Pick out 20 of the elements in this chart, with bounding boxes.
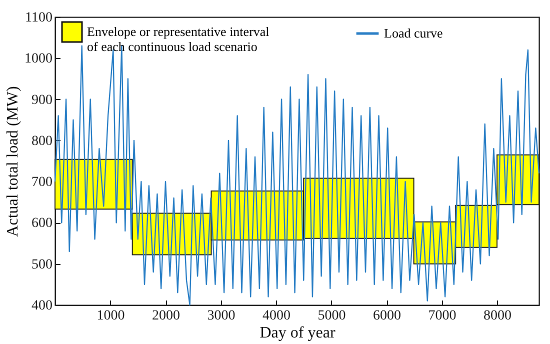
x-axis-title: Day of year [260, 324, 336, 342]
legend-label: Load curve [384, 26, 444, 40]
x-tick-label: 3000 [207, 308, 236, 324]
y-tick-label: 600 [32, 216, 52, 232]
y-tick-label: 800 [32, 134, 52, 149]
x-tick-label: 6000 [373, 308, 402, 324]
y-tick-label: 500 [32, 257, 52, 272]
x-tick-label: 7000 [428, 308, 456, 324]
y-tick-label: 1100 [25, 10, 52, 26]
x-tick-label: 5000 [318, 308, 346, 324]
y-tick-label: 900 [32, 92, 52, 108]
legend-label: Envelope or representative interval of each continuous load scenario [87, 24, 270, 54]
x-tick-label: 4000 [262, 308, 291, 324]
y-tick-label: 1000 [24, 52, 52, 67]
x-tick-label: 1000 [96, 308, 125, 324]
y-axis-title: Actual total load (MW) [4, 86, 22, 237]
y-tick-label: 700 [32, 175, 52, 190]
x-tick-label: 2000 [152, 308, 180, 324]
x-tick-label: 8000 [484, 308, 512, 324]
y-tick-label: 400 [32, 298, 52, 314]
